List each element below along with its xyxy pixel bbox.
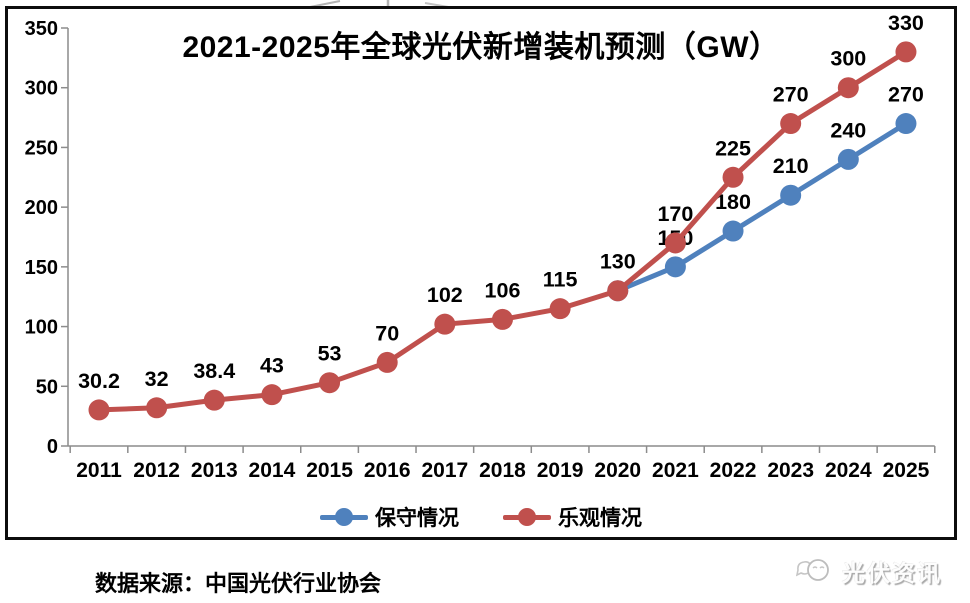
data-label-乐观情况: 130: [600, 250, 636, 274]
watermark-text: 光伏资讯: [842, 560, 942, 586]
x-tick-label: 2020: [594, 459, 641, 482]
x-tick-label: 2011: [76, 459, 122, 482]
data-label-保守情况: 270: [888, 83, 924, 107]
data-point-保守情况: [722, 220, 744, 242]
data-label-乐观情况: 106: [485, 278, 521, 302]
data-point-保守情况: [664, 256, 686, 278]
y-tick-label: 0: [47, 436, 58, 458]
data-label-乐观情况: 32: [145, 367, 169, 391]
optimistic-line-marker-icon: [503, 508, 551, 526]
data-point-保守情况: [837, 148, 859, 170]
data-label-乐观情况: 330: [888, 11, 924, 35]
data-point-乐观情况: [203, 389, 225, 411]
data-point-乐观情况: [837, 77, 859, 99]
x-tick-label: 2016: [364, 459, 411, 482]
chart-title: 2021-2025年全球光伏新增装机预测（GW）: [182, 31, 780, 64]
data-label-乐观情况: 102: [427, 283, 463, 307]
x-tick-label: 2019: [537, 459, 584, 482]
y-tick-label: 50: [36, 376, 58, 398]
x-tick-label: 2015: [306, 459, 353, 482]
x-tick-label: 2012: [133, 459, 180, 482]
data-label-乐观情况: 30.2: [78, 369, 120, 393]
x-tick-label: 2017: [421, 459, 468, 482]
y-tick-label: 200: [25, 197, 58, 219]
data-source-note: 数据来源：中国光伏行业协会: [95, 571, 382, 596]
data-point-乐观情况: [88, 399, 110, 421]
data-point-保守情况: [895, 113, 917, 135]
x-tick-label: 2024: [825, 459, 872, 482]
chart-frame: [5, 6, 957, 540]
data-point-乐观情况: [780, 113, 802, 135]
data-point-乐观情况: [491, 308, 513, 330]
data-label-乐观情况: 170: [657, 202, 693, 226]
data-label-乐观情况: 70: [375, 321, 399, 345]
data-label-保守情况: 240: [830, 118, 866, 142]
data-point-乐观情况: [319, 372, 341, 394]
y-tick-label: 250: [25, 137, 58, 159]
data-label-保守情况: 210: [773, 154, 809, 178]
y-tick-label: 150: [25, 257, 58, 279]
data-point-保守情况: [780, 184, 802, 206]
x-tick-label: 2018: [479, 459, 526, 482]
x-tick-label: 2013: [191, 459, 238, 482]
conservative-line-marker-icon: [320, 508, 368, 526]
data-label-乐观情况: 300: [830, 47, 866, 71]
data-point-乐观情况: [434, 313, 456, 335]
legend-item-optimistic: 乐观情况: [503, 502, 642, 532]
data-label-乐观情况: 53: [318, 342, 342, 366]
data-point-乐观情况: [549, 298, 571, 320]
data-label-乐观情况: 38.4: [193, 359, 235, 383]
data-label-乐观情况: 270: [773, 83, 809, 107]
data-label-乐观情况: 115: [543, 268, 578, 292]
legend-item-conservative: 保守情况: [320, 502, 459, 532]
data-point-乐观情况: [722, 166, 744, 188]
legend-label-conservative: 保守情况: [375, 507, 459, 530]
x-tick-label: 2021: [652, 459, 699, 482]
y-tick-label: 300: [25, 78, 58, 100]
x-tick-label: 2014: [249, 459, 296, 482]
y-tick-label: 100: [25, 317, 58, 339]
chart-legend: 保守情况 乐观情况: [5, 502, 957, 532]
data-point-乐观情况: [261, 384, 283, 406]
data-point-乐观情况: [376, 351, 398, 373]
data-point-乐观情况: [146, 397, 168, 419]
data-label-乐观情况: 225: [715, 136, 751, 160]
y-tick-label: 350: [25, 18, 58, 40]
legend-label-optimistic: 乐观情况: [558, 507, 642, 530]
data-point-乐观情况: [664, 232, 686, 254]
x-tick-label: 2025: [883, 459, 930, 482]
x-tick-label: 2023: [767, 459, 814, 482]
x-tick-label: 2022: [710, 459, 757, 482]
watermark: 光伏资讯: [796, 554, 942, 588]
data-label-乐观情况: 43: [260, 354, 284, 378]
speech-bubble-logo-icon: [796, 559, 829, 581]
data-point-乐观情况: [895, 41, 917, 63]
data-point-乐观情况: [607, 280, 629, 302]
